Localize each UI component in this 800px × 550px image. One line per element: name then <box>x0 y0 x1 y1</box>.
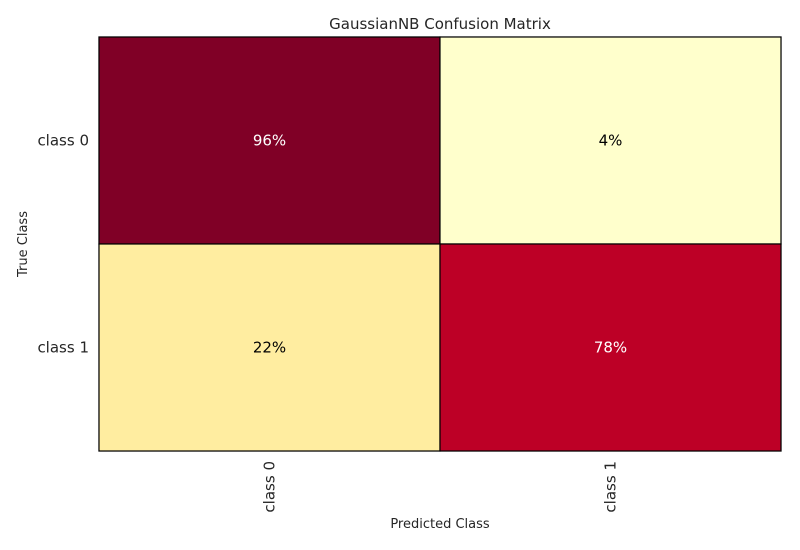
heatmap-cell <box>98 243 441 452</box>
y-tick-label: class 0 <box>37 132 89 150</box>
y-tick-labels: class 0 class 1 <box>37 132 89 357</box>
heatmap-cell <box>439 36 782 245</box>
cell-value-label: 4% <box>599 132 623 150</box>
x-tick-label: class 0 <box>261 461 279 513</box>
chart-title: GaussianNB Confusion Matrix <box>329 15 551 33</box>
x-tick-labels: class 0 class 1 <box>261 461 620 513</box>
heatmap-cell <box>98 36 441 245</box>
heatmap-cells: 96% 4% 22% 78% <box>98 36 782 452</box>
x-axis-label: Predicted Class <box>390 517 490 532</box>
cell-value-label: 96% <box>253 132 286 150</box>
heatmap-cell <box>439 243 782 452</box>
cell-value-label: 22% <box>253 339 286 357</box>
x-tick-label: class 1 <box>602 461 620 513</box>
plot-area: 96% 4% 22% 78% <box>98 36 782 452</box>
y-axis-label: True Class <box>16 211 31 278</box>
cell-value-label: 78% <box>594 339 627 357</box>
y-tick-label: class 1 <box>37 339 89 357</box>
